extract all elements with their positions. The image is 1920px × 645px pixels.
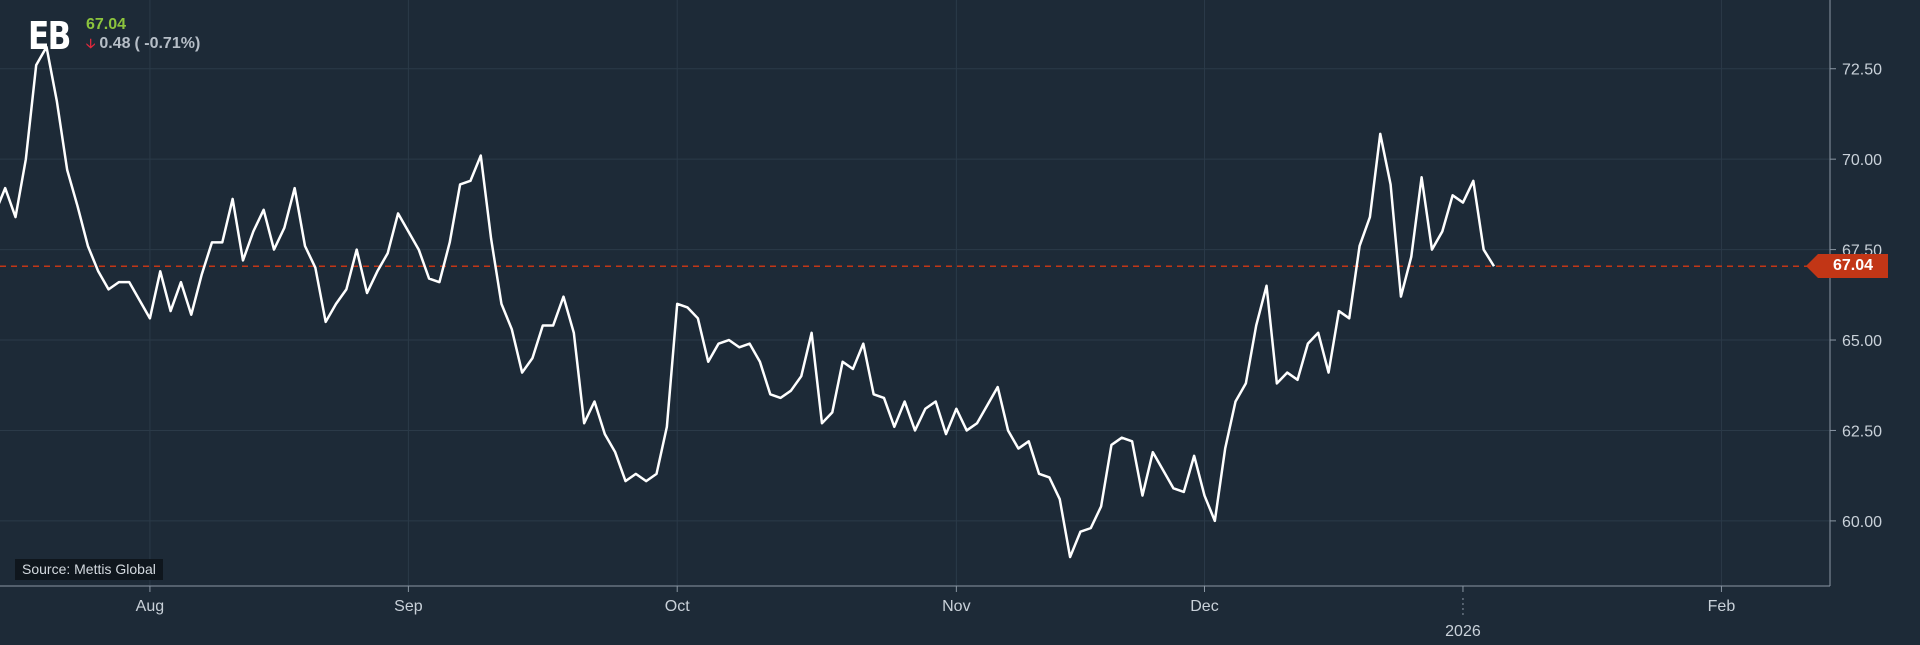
ticker-symbol: EB: [28, 14, 71, 58]
down-arrow-icon: 🡣: [86, 36, 96, 51]
chart-axes: [0, 0, 1831, 587]
x-tick-label: Feb: [1708, 598, 1736, 615]
price-change: 0.48: [99, 35, 131, 52]
price-series-line: [0, 45, 1496, 559]
x-axis-ticks: Aug Sep Oct Nov Dec 2026 Feb: [136, 586, 1736, 640]
y-tick-label: 65.00: [1842, 333, 1882, 350]
y-tick-label: 70.00: [1842, 152, 1882, 169]
price-change-percent: ( -0.71%): [134, 35, 201, 52]
quote-box: 67.04 🡣 0.48 ( -0.71%): [86, 15, 200, 53]
last-price-tag: 67.04: [1806, 254, 1888, 279]
current-price: 67.04: [86, 16, 127, 33]
x-tick-label: Sep: [394, 598, 423, 615]
chart-grid: [0, 0, 1830, 586]
x-tick-label: Nov: [942, 598, 970, 615]
y-tick-label: 62.50: [1842, 423, 1882, 440]
price-change-row: 🡣 0.48 ( -0.71%): [86, 34, 200, 53]
x-tick-label: Oct: [665, 598, 690, 615]
y-tick-label: 72.50: [1842, 62, 1882, 79]
x-tick-label: Dec: [1190, 598, 1218, 615]
x-tick-label: Aug: [136, 598, 164, 615]
y-tick-label: 60.00: [1842, 514, 1882, 531]
source-label: Source: Mettis Global: [15, 559, 163, 580]
x-tick-label: 2026: [1445, 623, 1481, 640]
